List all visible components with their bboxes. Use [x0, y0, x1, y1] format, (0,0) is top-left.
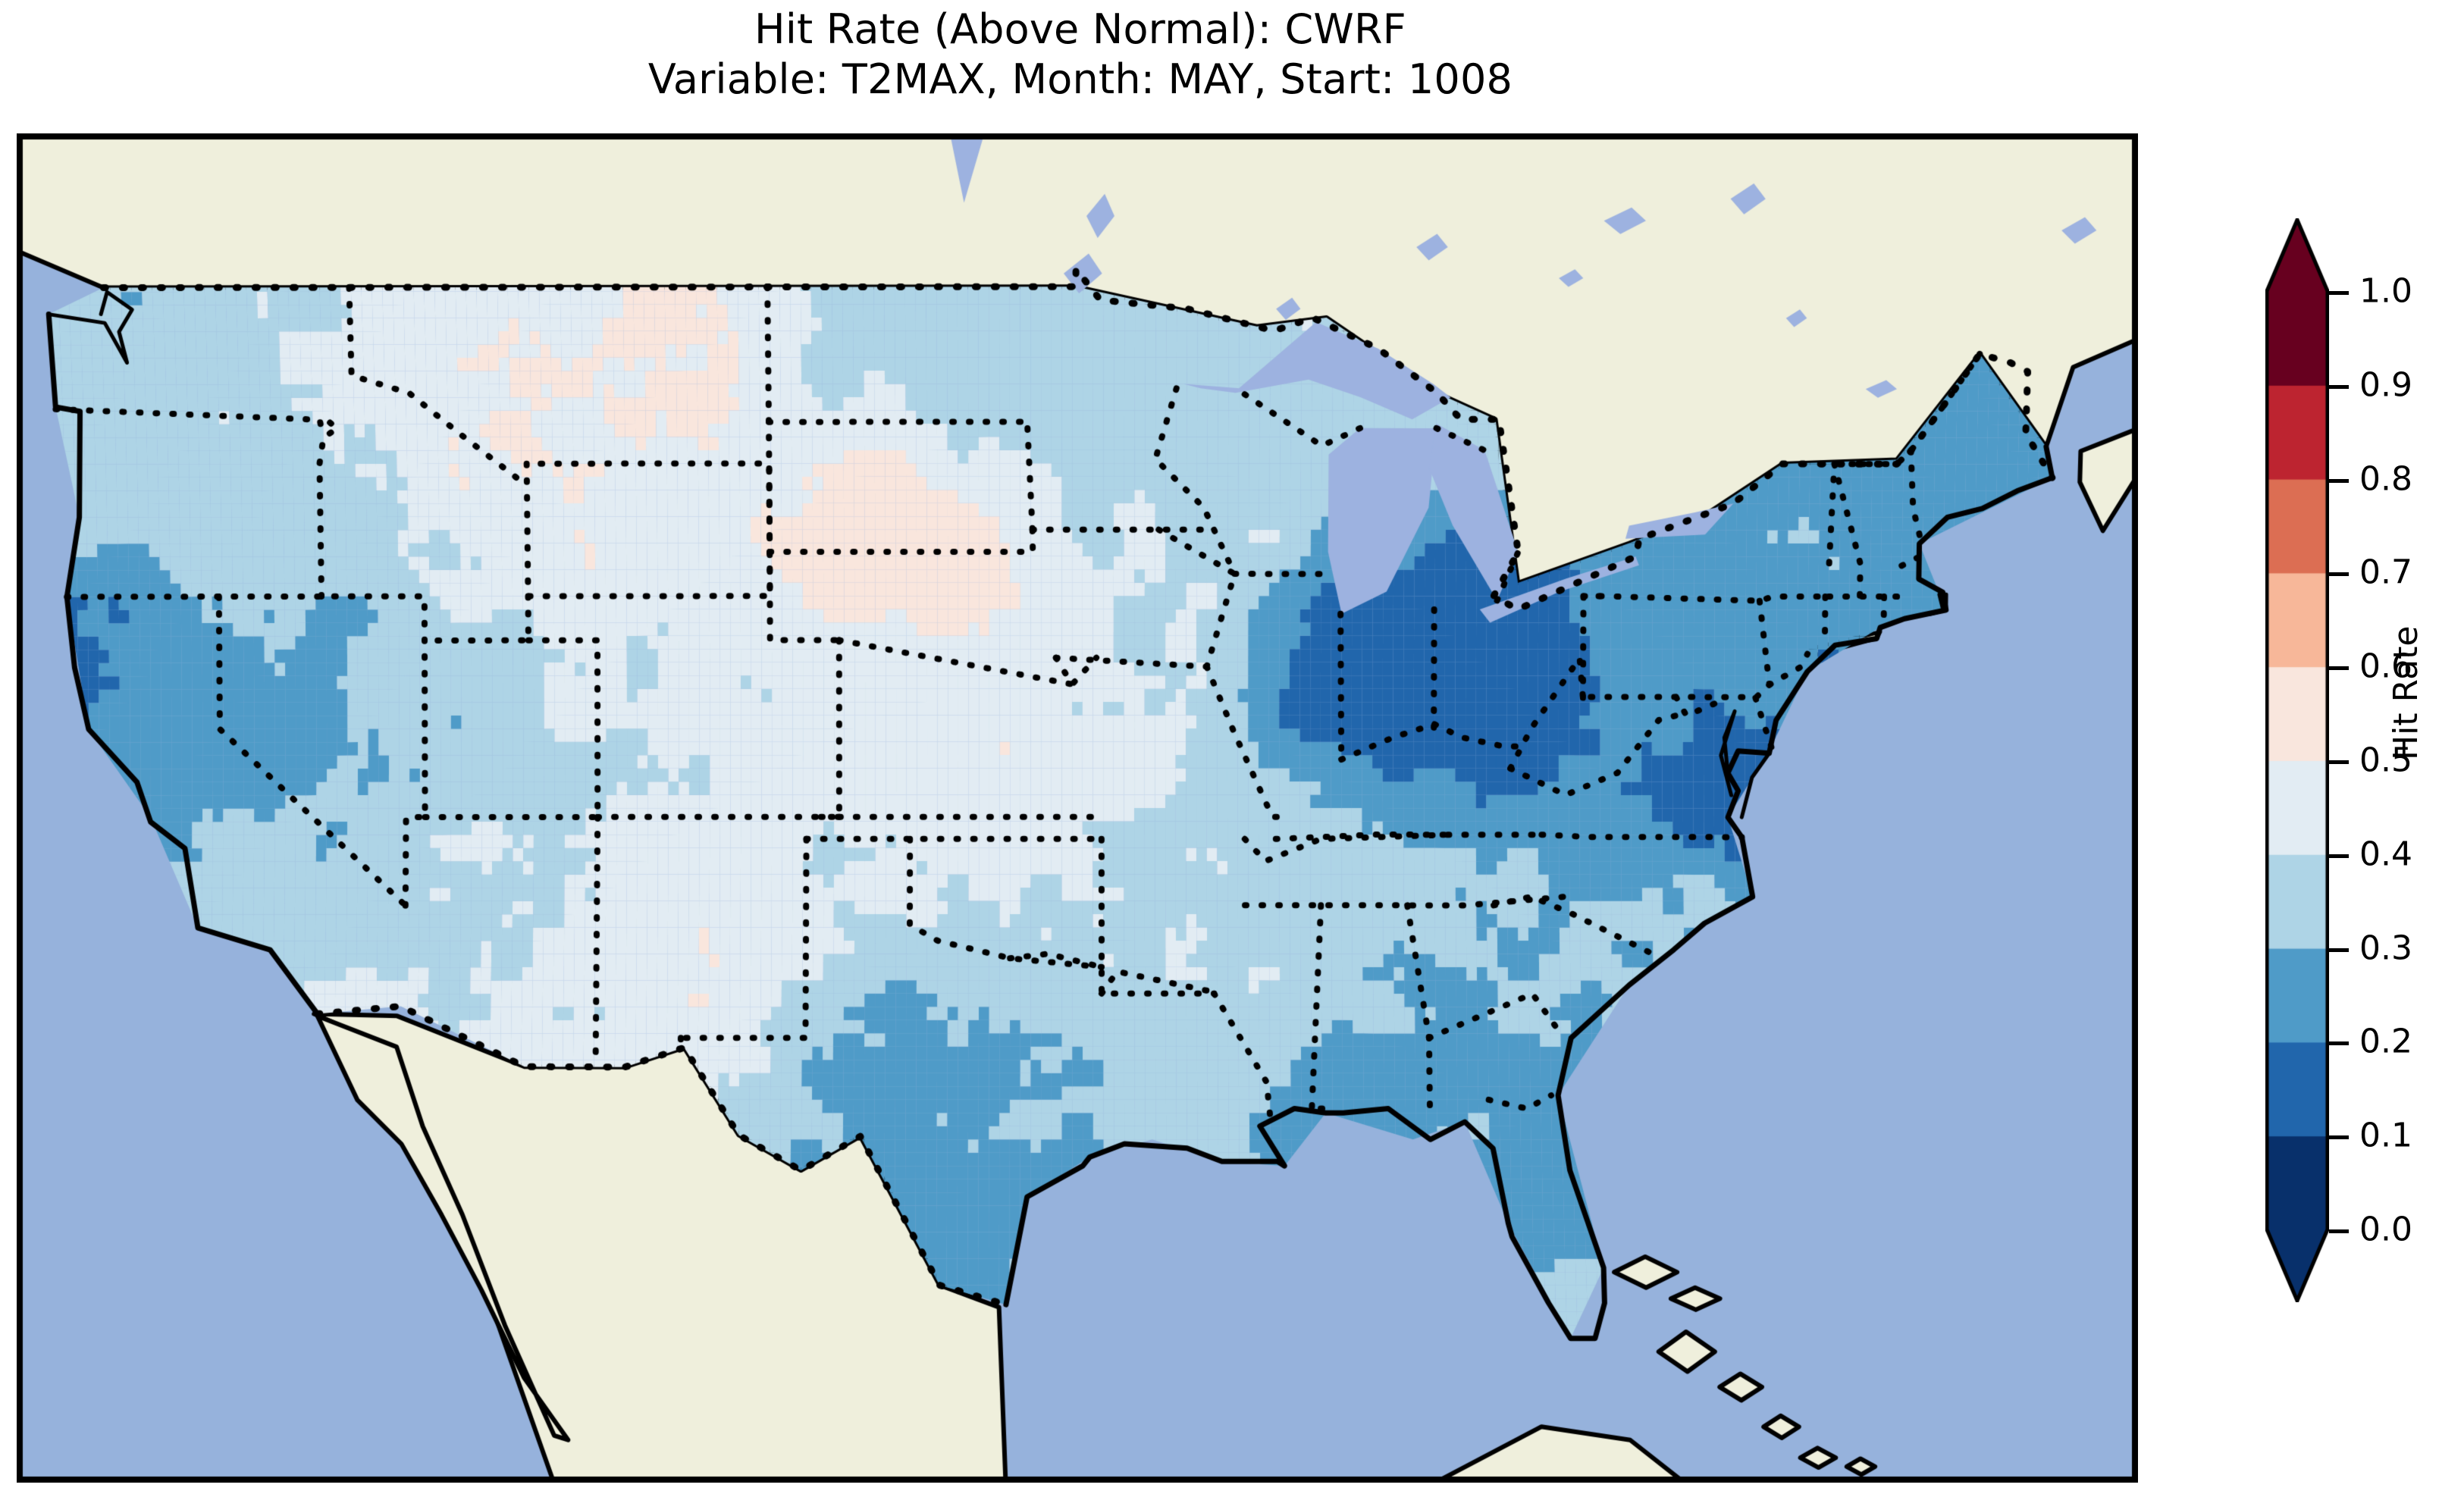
title-line-2: Variable: T2MAX, Month: MAY, Start: 1008 [647, 55, 1513, 103]
colorbar-tick-mark [2329, 478, 2349, 483]
title-line-1: Hit Rate (Above Normal): CWRF [754, 5, 1406, 53]
chart-title: Hit Rate (Above Normal): CWRF Variable: … [0, 5, 2161, 105]
colorbar-tick-label: 0.6 [2359, 647, 2412, 686]
colorbar-tick-label: 0.2 [2359, 1022, 2412, 1061]
colorbar-tick-mark [2329, 291, 2349, 295]
colorbar-tick-mark [2329, 760, 2349, 764]
colorbar-tick-label: 1.0 [2359, 271, 2412, 311]
colorbar-tick-label: 0.5 [2359, 741, 2412, 780]
colorbar-tick-label: 0.3 [2359, 929, 2412, 968]
colorbar-ticks: 0.0 0.1 0.2 0.3 0.4 0.5 0.6 0.7 0.8 0.9 1.0 [2329, 218, 2464, 1302]
colorbar-tick-mark [2329, 1041, 2349, 1046]
colorbar-tick-mark [2329, 1229, 2349, 1233]
colorbar-tick-label: 0.4 [2359, 835, 2412, 874]
colorbar-tick-mark [2329, 666, 2349, 671]
colorbar-tick-label: 0.1 [2359, 1116, 2412, 1155]
colorbar-tick-label: 0.9 [2359, 365, 2412, 405]
colorbar-tick-label: 0.7 [2359, 553, 2412, 592]
hit-rate-heatmap [20, 136, 2135, 1480]
map-plot-area [17, 133, 2138, 1483]
colorbar-tick-mark [2329, 947, 2349, 952]
colorbar-tick-mark [2329, 384, 2349, 389]
colorbar-gradient [2265, 218, 2329, 1302]
colorbar-tick-mark [2329, 572, 2349, 577]
colorbar: 0.0 0.1 0.2 0.3 0.4 0.5 0.6 0.7 0.8 0.9 1.0 [2265, 218, 2412, 1302]
colorbar-tick-label: 0.0 [2359, 1210, 2412, 1249]
colorbar-tick-label: 0.8 [2359, 459, 2412, 499]
colorbar-tick-mark [2329, 853, 2349, 858]
colorbar-label: Hit Rate [2387, 625, 2425, 760]
colorbar-tick-mark [2329, 1135, 2349, 1140]
